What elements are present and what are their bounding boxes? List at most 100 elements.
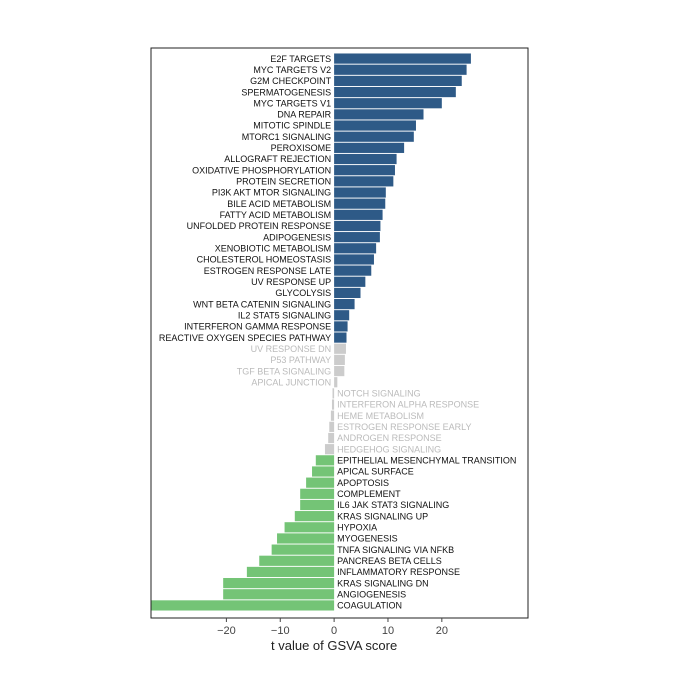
category-label: G2M CHECKPOINT bbox=[250, 76, 332, 86]
category-label: ALLOGRAFT REJECTION bbox=[224, 154, 331, 164]
category-label: MTORC1 SIGNALING bbox=[242, 132, 331, 142]
bar-myogenesis bbox=[277, 533, 335, 544]
bar-interferon-gamma-response bbox=[334, 321, 348, 332]
bar-mitotic-spindle bbox=[334, 120, 416, 131]
category-label: APICAL JUNCTION bbox=[251, 377, 331, 387]
category-label: PANCREAS BETA CELLS bbox=[337, 556, 442, 566]
bar-epithelial-mesenchymal-transition bbox=[315, 455, 335, 466]
category-label: UNFOLDED PROTEIN RESPONSE bbox=[187, 221, 332, 231]
bar-peroxisome bbox=[334, 142, 405, 153]
bar-glycolysis bbox=[334, 287, 361, 299]
bar-myc-targets-v2 bbox=[334, 64, 467, 75]
x-tick-label: 20 bbox=[436, 625, 448, 637]
bar-il6-jak-stat3-signaling bbox=[300, 499, 335, 511]
category-label: PEROXISOME bbox=[271, 143, 332, 153]
category-label: ESTROGEN RESPONSE LATE bbox=[204, 266, 331, 276]
category-label: IL2 STAT5 SIGNALING bbox=[238, 310, 331, 320]
bar-notch-signaling bbox=[332, 388, 335, 399]
category-label: INTERFERON GAMMA RESPONSE bbox=[184, 322, 331, 332]
category-label: IL6 JAK STAT3 SIGNALING bbox=[337, 500, 449, 510]
bar-estrogen-response-late bbox=[334, 265, 372, 276]
category-label: MITOTIC SPINDLE bbox=[253, 121, 331, 131]
bar-tgf-beta-signaling bbox=[334, 365, 345, 377]
category-label: APOPTOSIS bbox=[337, 478, 389, 488]
category-label: EPITHELIAL MESENCHYMAL TRANSITION bbox=[337, 456, 516, 466]
bar-hypoxia bbox=[284, 522, 335, 533]
category-label: SPERMATOGENESIS bbox=[241, 87, 331, 97]
bar-myc-targets-v1 bbox=[334, 98, 442, 109]
category-label: COAGULATION bbox=[337, 601, 402, 611]
bar-estrogen-response-early bbox=[329, 421, 335, 432]
bar-apical-surface bbox=[312, 466, 335, 477]
bar-spermatogenesis bbox=[334, 86, 456, 98]
category-label: CHOLESTEROL HOMEOSTASIS bbox=[197, 255, 332, 265]
bar-p53-pathway bbox=[334, 354, 345, 365]
bar-uv-response-up bbox=[334, 276, 366, 287]
bar-apical-junction bbox=[334, 377, 338, 388]
category-label: APICAL SURFACE bbox=[337, 467, 414, 477]
x-tick-label: −10 bbox=[271, 625, 290, 637]
category-label: P53 PATHWAY bbox=[270, 355, 331, 365]
category-label: UV RESPONSE UP bbox=[251, 277, 331, 287]
plot-frame bbox=[150, 47, 529, 619]
category-label: E2F TARGETS bbox=[270, 54, 331, 64]
bar-mtorc1-signaling bbox=[334, 131, 414, 142]
x-axis-label: t value of GSVA score bbox=[271, 638, 397, 653]
category-label: TNFA SIGNALING VIA NFKB bbox=[337, 545, 454, 555]
category-label: HEDGEHOG SIGNALING bbox=[337, 444, 441, 454]
category-label: PI3K AKT MTOR SIGNALING bbox=[212, 188, 331, 198]
bar-e2f-targets bbox=[334, 53, 471, 64]
category-label: ANGIOGENESIS bbox=[337, 589, 406, 599]
category-label: ADIPOGENESIS bbox=[263, 232, 331, 242]
x-tick-label: −20 bbox=[217, 625, 236, 637]
bar-complement bbox=[300, 488, 335, 499]
bar-wnt-beta-catenin-signaling bbox=[334, 299, 355, 310]
category-label: REACTIVE OXYGEN SPECIES PATHWAY bbox=[159, 333, 331, 343]
bar-protein-secretion bbox=[334, 176, 394, 187]
bar-kras-signaling-up bbox=[294, 511, 335, 522]
category-label: KRAS SIGNALING DN bbox=[337, 578, 429, 588]
x-tick-label: 0 bbox=[331, 625, 337, 637]
bar-androgen-response bbox=[328, 432, 335, 444]
category-label: MYC TARGETS V1 bbox=[253, 98, 331, 108]
x-axis: −20 −10 0 10 20 bbox=[217, 618, 448, 637]
category-label: TGF BETA SIGNALING bbox=[237, 366, 331, 376]
category-label: OXIDATIVE PHOSPHORYLATION bbox=[192, 165, 331, 175]
category-label: MYOGENESIS bbox=[337, 534, 398, 544]
category-label: HEME METABOLISM bbox=[337, 411, 424, 421]
category-label: HYPOXIA bbox=[337, 523, 377, 533]
category-label: INFLAMMATORY RESPONSE bbox=[337, 567, 460, 577]
bar-coagulation bbox=[151, 600, 335, 611]
bar-hedgehog-signaling bbox=[324, 444, 335, 455]
category-label: BILE ACID METABOLISM bbox=[227, 199, 331, 209]
bar-g2m-checkpoint bbox=[334, 75, 462, 86]
category-label: ANDROGEN RESPONSE bbox=[337, 433, 442, 443]
category-label: KRAS SIGNALING UP bbox=[337, 511, 428, 521]
category-label: NOTCH SIGNALING bbox=[337, 389, 421, 399]
bar-cholesterol-homeostasis bbox=[334, 254, 374, 265]
bar-il2-stat5-signaling bbox=[334, 310, 350, 321]
category-label: PROTEIN SECRETION bbox=[236, 177, 331, 187]
bar-xenobiotic-metabolism bbox=[334, 243, 377, 254]
category-label: ESTROGEN RESPONSE EARLY bbox=[337, 422, 471, 432]
bar-pi3k-akt-mtor-signaling bbox=[334, 187, 386, 198]
bar-apoptosis bbox=[306, 477, 335, 488]
bar-fatty-acid-metabolism bbox=[334, 209, 383, 220]
bar-unfolded-protein-response bbox=[334, 220, 381, 232]
bar-adipogenesis bbox=[334, 232, 380, 243]
bar-reactive-oxygen-species-pathway bbox=[334, 332, 347, 343]
bar-uv-response-dn bbox=[334, 343, 346, 354]
bar-pancreas-beta-cells bbox=[259, 555, 335, 566]
bar-bile-acid-metabolism bbox=[334, 198, 386, 209]
category-label: FATTY ACID METABOLISM bbox=[220, 210, 332, 220]
bar-tnfa-signaling-via-nfkb bbox=[271, 544, 335, 555]
category-label: UV RESPONSE DN bbox=[251, 344, 332, 354]
category-label: GLYCOLYSIS bbox=[275, 288, 331, 298]
x-tick-label: 10 bbox=[382, 625, 394, 637]
bar-angiogenesis bbox=[223, 589, 335, 600]
category-label: DNA REPAIR bbox=[277, 110, 331, 120]
bars-group bbox=[151, 53, 471, 611]
bar-dna-repair bbox=[334, 109, 424, 120]
